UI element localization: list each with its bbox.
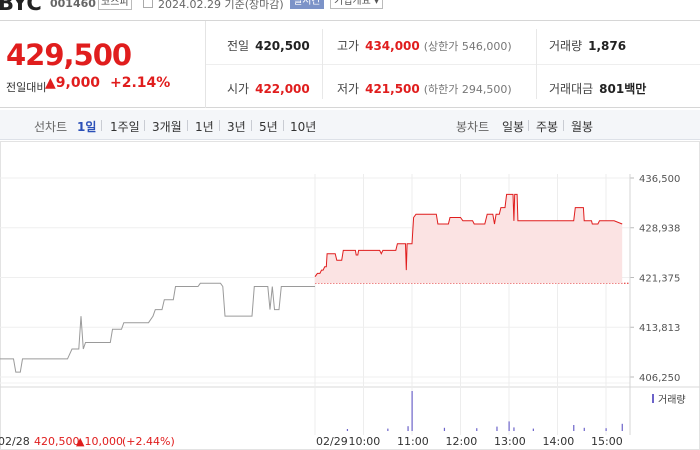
stat-col-divider <box>536 29 537 99</box>
tab-separator <box>144 120 145 131</box>
volume-bar <box>621 423 623 431</box>
trade-value: 801 <box>599 82 625 96</box>
change-label: 전일대비 <box>6 81 47 94</box>
volume-bar <box>443 427 446 431</box>
high-stat: 고가 434,000 (상한가 546,000) <box>337 37 512 54</box>
x-tick-label: 13:00 <box>494 435 526 448</box>
price-summary: 429,500 전일대비 ▲9,000 +2.14% 전일 420,500 고가 4… <box>0 20 700 108</box>
tab-3m[interactable]: 3개월 <box>152 120 182 134</box>
x-tick-label: 02/29 <box>316 435 348 448</box>
today-price-line <box>314 193 623 277</box>
trade-value-label: 거래대금 <box>549 82 594 96</box>
y-tick-label: 428,938 <box>639 224 680 235</box>
lower-limit: (하한가 294,500) <box>423 83 512 96</box>
volume-label: 거래량 <box>549 39 583 53</box>
change-amount: ▲9,000 <box>45 75 101 91</box>
open-stat: 시가 422,000 <box>227 80 310 97</box>
tab-separator <box>219 120 220 131</box>
quote-date: 2024.02.29 기준(장마감) <box>158 0 284 11</box>
x-tick-label: 10:00 <box>349 435 381 448</box>
prev-day-change: ▲10,000 <box>76 435 123 448</box>
prev-close-stat: 전일 420,500 <box>227 37 310 54</box>
low-stat: 저가 421,500 (하한가 294,500) <box>337 80 512 97</box>
tab-10y[interactable]: 10년 <box>290 120 317 134</box>
tab-separator <box>251 120 252 131</box>
change-rate: +2.14% <box>110 75 171 91</box>
volume-bar <box>476 428 478 431</box>
tab-separator <box>563 120 564 131</box>
trade-value-stat: 거래대금 801백만 <box>549 80 646 97</box>
company-info-button[interactable]: 기업개요 ▾ <box>330 0 383 9</box>
tab-separator <box>187 120 188 131</box>
prev-day-rate: (+2.44%) <box>122 435 175 448</box>
volume-bar <box>346 429 349 431</box>
prev-day-line <box>0 282 315 373</box>
y-tick-label: 413,813 <box>639 323 680 334</box>
prev-close-label: 전일 <box>227 39 250 53</box>
volume-bar <box>508 421 510 431</box>
open-label: 시가 <box>227 82 250 96</box>
volume-bar <box>387 428 389 431</box>
stat-col-divider <box>322 29 323 99</box>
tab-1d[interactable]: 1일 <box>77 120 97 134</box>
volume-stat: 거래량 1,876 <box>549 37 626 54</box>
volume-bar <box>407 426 409 431</box>
tab-1w[interactable]: 1주일 <box>110 120 140 134</box>
prev-close-value: 420,500 <box>255 39 310 53</box>
stock-code: 001460 <box>50 0 96 10</box>
tab-3y[interactable]: 3년 <box>227 120 246 134</box>
volume-legend-label: 거래량 <box>658 394 686 406</box>
x-tick-label: 15:00 <box>591 435 623 448</box>
y-tick-label: 406,250 <box>639 373 680 384</box>
tab-separator <box>101 120 102 131</box>
tab-separator <box>528 120 529 131</box>
x-tick-label: 14:00 <box>543 435 575 448</box>
volume-bar <box>411 391 413 431</box>
realtime-button[interactable]: 실시간 <box>290 0 324 9</box>
today-area-fill <box>315 194 623 284</box>
x-tick-label: 12:00 <box>446 435 478 448</box>
volume-bar <box>605 428 607 431</box>
high-value: 434,000 <box>365 39 420 53</box>
volume-bar <box>513 427 515 431</box>
low-label: 저가 <box>337 82 360 96</box>
volume-bar <box>532 428 534 431</box>
candle-chart-label: 봉차트 <box>456 120 490 134</box>
prev-day-price: 420,500 <box>34 435 80 448</box>
volume-bar <box>496 426 498 431</box>
high-label: 고가 <box>337 39 360 53</box>
chart-frame <box>0 141 700 450</box>
volume-bar <box>573 425 575 431</box>
trade-value-unit: 백만 <box>624 82 647 96</box>
stat-row-divider <box>206 64 700 65</box>
volume-bar <box>583 427 585 431</box>
calendar-icon <box>143 0 153 8</box>
current-price-panel: 429,500 전일대비 ▲9,000 +2.14% <box>0 21 206 108</box>
tab-5y[interactable]: 5년 <box>259 120 278 134</box>
market-badge: 코스피 <box>98 0 132 10</box>
volume-legend-swatch <box>652 394 654 403</box>
tab-weekly-candle[interactable]: 주봉 <box>536 120 559 134</box>
upper-limit: (상한가 546,000) <box>423 40 512 53</box>
tab-separator <box>283 120 284 131</box>
x-tick-label: 11:00 <box>397 435 429 448</box>
tab-daily-candle[interactable]: 일봉 <box>502 120 525 134</box>
chart-period-tabs: 선차트 1일 1주일 3개월 1년 3년 5년 10년 봉차트 일봉 주봉 월봉 <box>0 110 700 140</box>
line-chart-label: 선차트 <box>34 120 68 134</box>
prev-day-date: 02/28 <box>0 435 30 448</box>
y-tick-label: 421,375 <box>639 274 680 285</box>
volume-value: 1,876 <box>588 39 627 53</box>
y-tick-label: 436,500 <box>639 174 680 185</box>
tab-monthly-candle[interactable]: 월봉 <box>571 120 594 134</box>
intraday-chart-svg: 436,500 428,938 421,375 413,813 406,250 거래량 02… <box>0 141 700 450</box>
stock-name: BYC <box>0 0 42 15</box>
quote-header: BYC 001460 코스피 2024.02.29 기준(장마감) 실시간 기업… <box>0 0 700 22</box>
intraday-chart[interactable]: 436,500 428,938 421,375 413,813 406,250 거래량 02… <box>0 141 700 450</box>
current-price: 429,500 <box>6 38 132 72</box>
open-value: 422,000 <box>255 82 310 96</box>
low-value: 421,500 <box>365 82 420 96</box>
tab-1y[interactable]: 1년 <box>195 120 214 134</box>
